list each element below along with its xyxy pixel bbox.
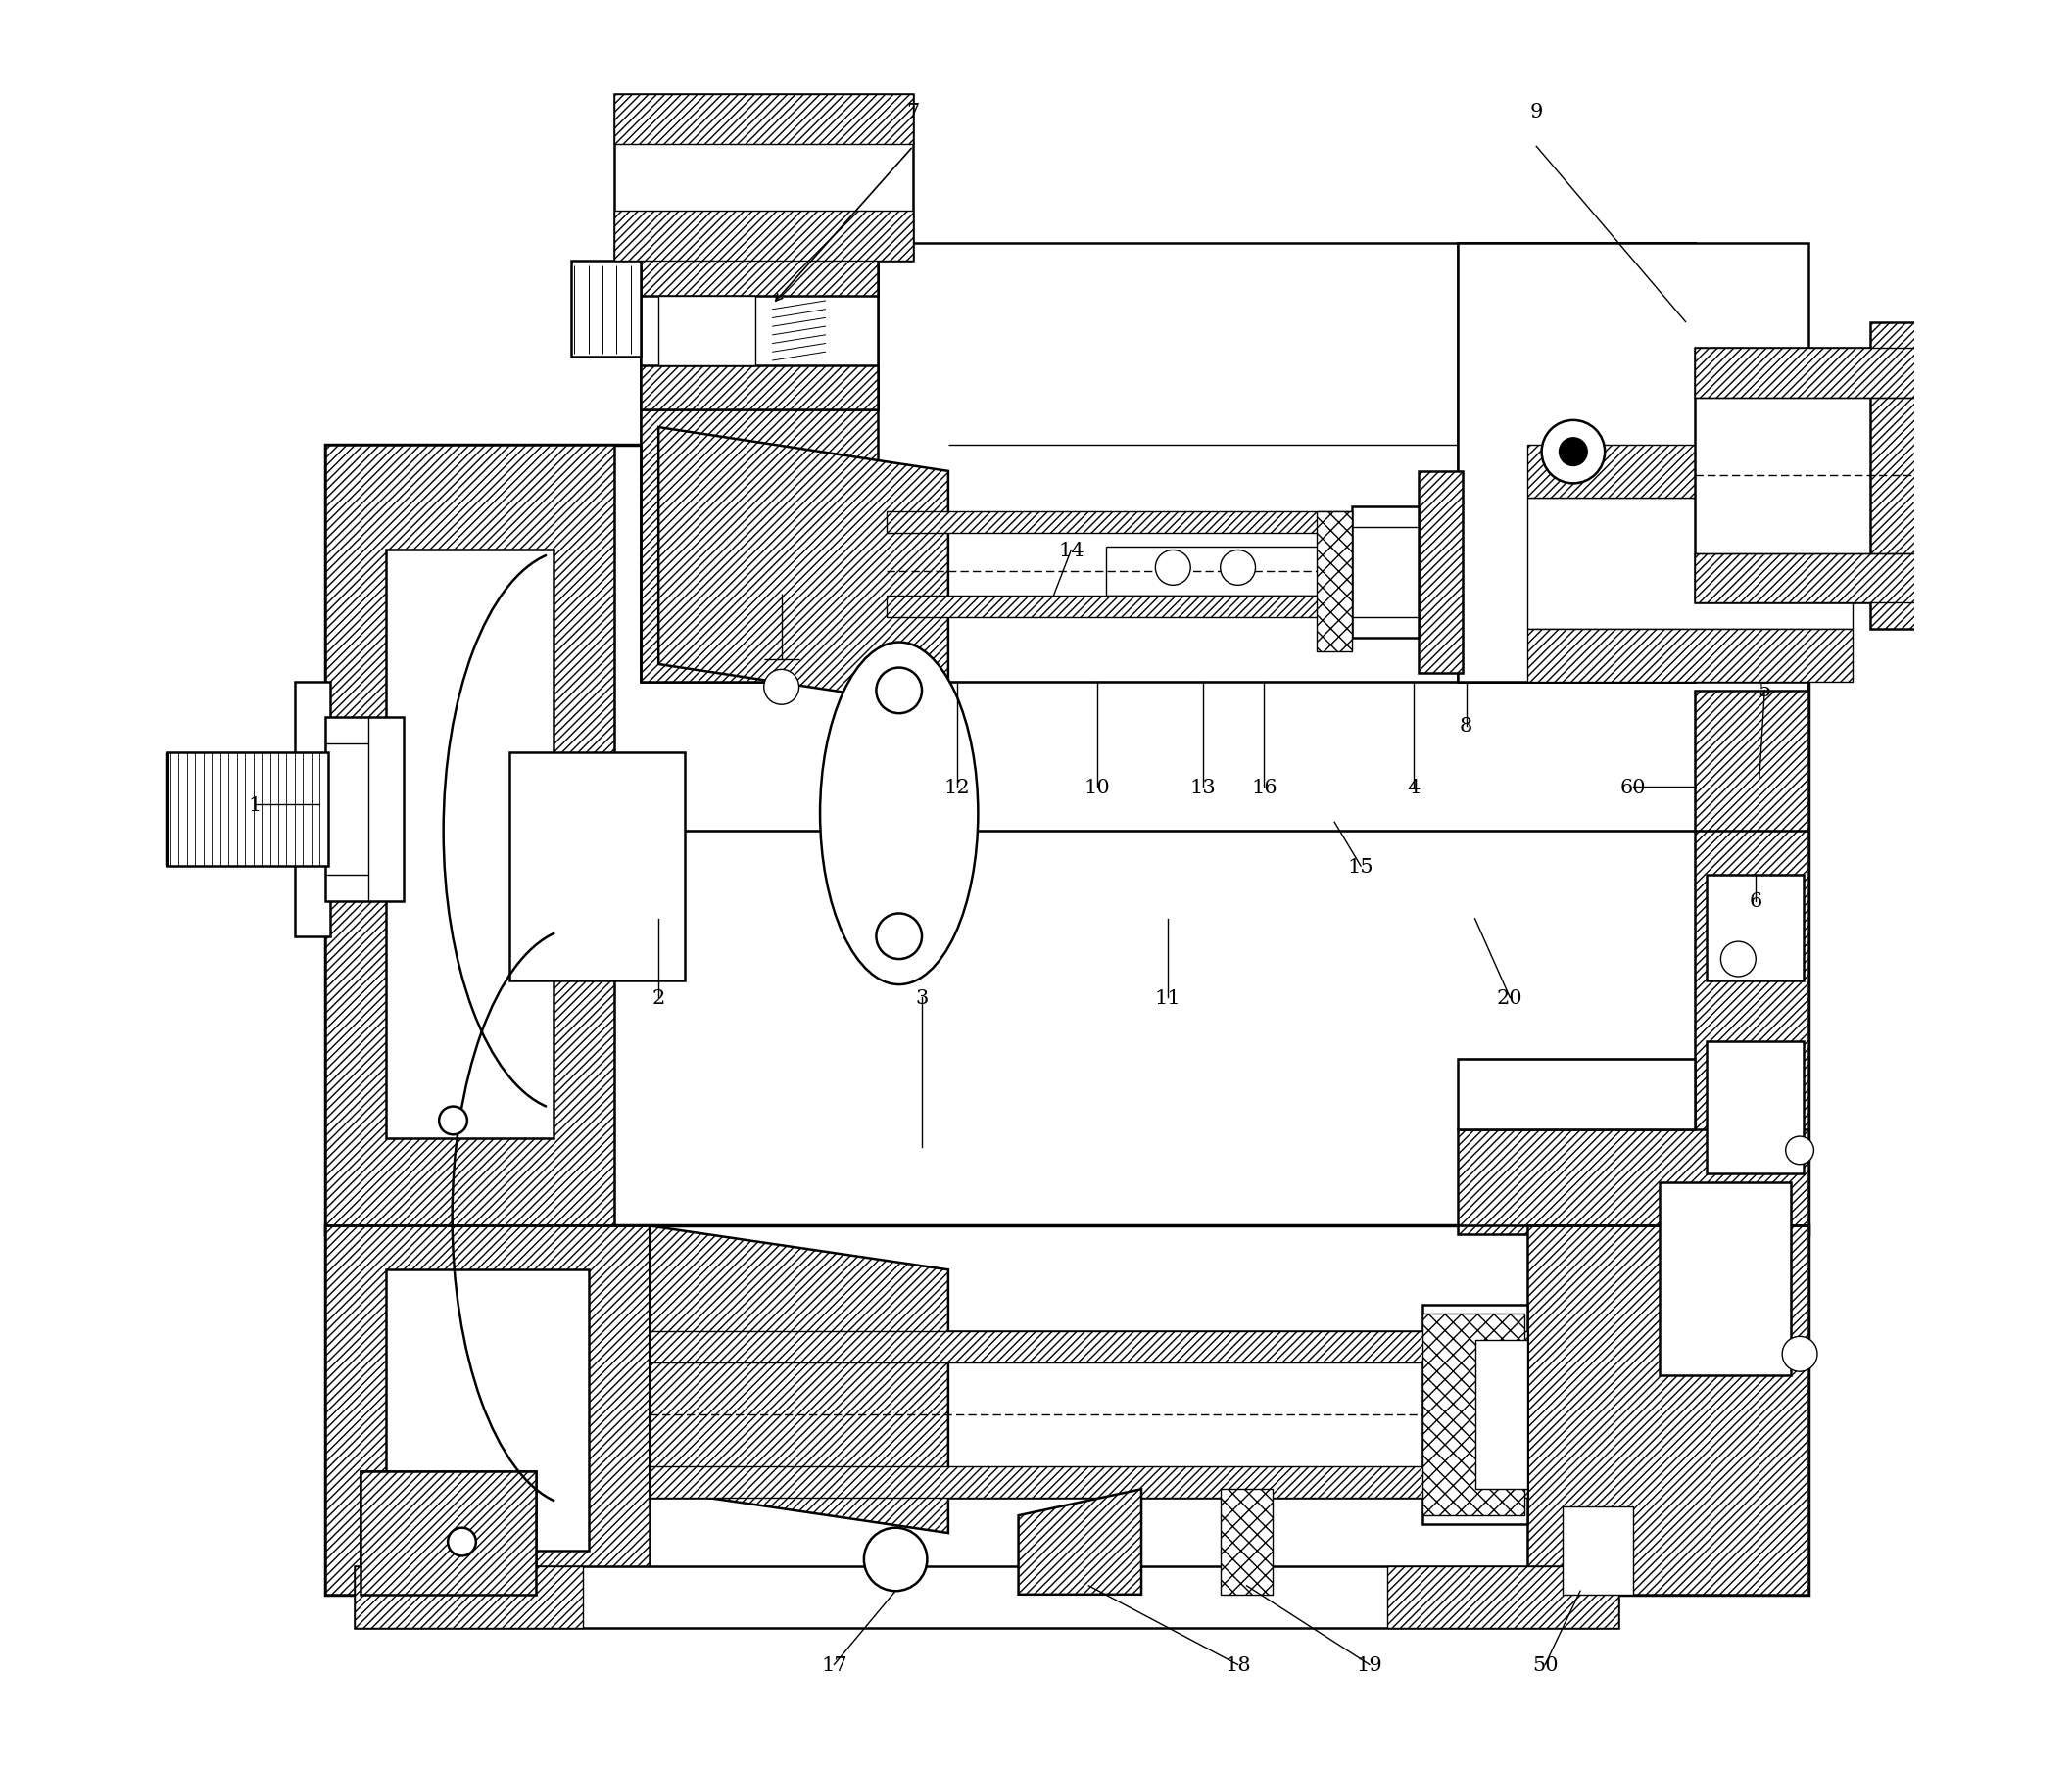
Bar	[1695, 348, 1923, 398]
Text: 17: 17	[821, 1655, 847, 1674]
Text: 10: 10	[1084, 778, 1111, 797]
Bar	[354, 1566, 582, 1628]
Bar	[361, 1471, 537, 1595]
Bar	[294, 682, 329, 937]
Bar	[385, 550, 553, 1139]
Text: 15: 15	[1347, 857, 1374, 875]
Bar	[651, 1331, 1527, 1363]
Bar	[1527, 499, 1852, 629]
Text: 60: 60	[1620, 778, 1645, 797]
Bar	[1220, 1489, 1272, 1595]
Text: 3: 3	[916, 988, 928, 1008]
Text: 19: 19	[1357, 1655, 1382, 1674]
Bar	[325, 1227, 1809, 1595]
Circle shape	[876, 668, 922, 714]
Bar	[1457, 1059, 1695, 1130]
Bar	[640, 244, 879, 410]
Text: 6: 6	[1749, 893, 1763, 911]
Circle shape	[1782, 1337, 1817, 1372]
Bar	[1457, 244, 1695, 682]
Circle shape	[439, 1107, 466, 1135]
Bar	[385, 1269, 588, 1551]
Bar	[354, 1566, 1618, 1628]
Bar	[1660, 1183, 1790, 1376]
Text: 13: 13	[1189, 778, 1216, 797]
Bar	[1695, 553, 1923, 603]
Circle shape	[1786, 1137, 1813, 1165]
Polygon shape	[659, 428, 949, 709]
Bar	[615, 94, 914, 262]
Bar	[1562, 1506, 1633, 1595]
Circle shape	[1560, 438, 1587, 467]
Bar	[570, 262, 640, 357]
Bar	[325, 718, 404, 902]
Bar	[1318, 513, 1353, 652]
Bar	[510, 753, 686, 981]
Bar	[640, 244, 879, 297]
Text: 9: 9	[1529, 103, 1544, 122]
Bar	[1419, 472, 1463, 674]
Bar	[651, 1331, 1527, 1497]
Bar	[1421, 1305, 1527, 1524]
Bar	[1475, 1340, 1527, 1489]
Text: 2: 2	[653, 988, 665, 1008]
Bar	[168, 753, 329, 866]
Bar	[1707, 875, 1803, 981]
Bar	[361, 1471, 537, 1595]
Text: 14: 14	[1059, 541, 1084, 560]
Bar	[640, 244, 879, 682]
Circle shape	[876, 914, 922, 960]
Text: 16: 16	[1251, 778, 1276, 797]
Bar	[887, 513, 1440, 534]
Text: 1: 1	[249, 796, 261, 815]
Polygon shape	[651, 1227, 949, 1533]
Bar	[1527, 629, 1852, 682]
Bar	[1869, 322, 1950, 629]
Bar	[887, 596, 1440, 617]
Circle shape	[864, 1528, 926, 1591]
Bar	[1707, 1041, 1803, 1174]
Bar	[1457, 1130, 1809, 1234]
Bar	[640, 366, 879, 410]
Bar	[1527, 446, 1852, 499]
Circle shape	[1220, 550, 1256, 585]
Bar	[615, 94, 914, 145]
Bar	[1695, 348, 1923, 603]
Text: 20: 20	[1496, 988, 1523, 1008]
Bar	[659, 297, 754, 366]
Bar	[325, 446, 1809, 1234]
Bar	[651, 1466, 1527, 1497]
Bar	[1386, 1566, 1618, 1628]
Text: 4: 4	[1407, 778, 1419, 797]
Text: 11: 11	[1154, 988, 1181, 1008]
Text: 7: 7	[908, 103, 920, 122]
Circle shape	[765, 670, 800, 705]
Text: 50: 50	[1531, 1655, 1558, 1674]
Text: 18: 18	[1225, 1655, 1251, 1674]
Bar	[615, 210, 914, 262]
Polygon shape	[1019, 1489, 1142, 1595]
Bar	[325, 1227, 651, 1595]
Bar	[1695, 691, 1809, 1234]
Bar	[1421, 1314, 1525, 1515]
Circle shape	[1542, 421, 1606, 484]
Ellipse shape	[821, 644, 978, 985]
Text: 12: 12	[945, 778, 970, 797]
Bar	[1353, 507, 1419, 638]
Bar	[640, 244, 1695, 682]
Text: 5: 5	[1759, 682, 1772, 700]
Circle shape	[1720, 942, 1755, 978]
Bar	[1457, 244, 1809, 682]
Text: 8: 8	[1459, 716, 1473, 735]
Circle shape	[448, 1528, 477, 1556]
Circle shape	[1156, 550, 1191, 585]
Bar	[325, 446, 615, 1234]
Bar	[1527, 1227, 1809, 1595]
